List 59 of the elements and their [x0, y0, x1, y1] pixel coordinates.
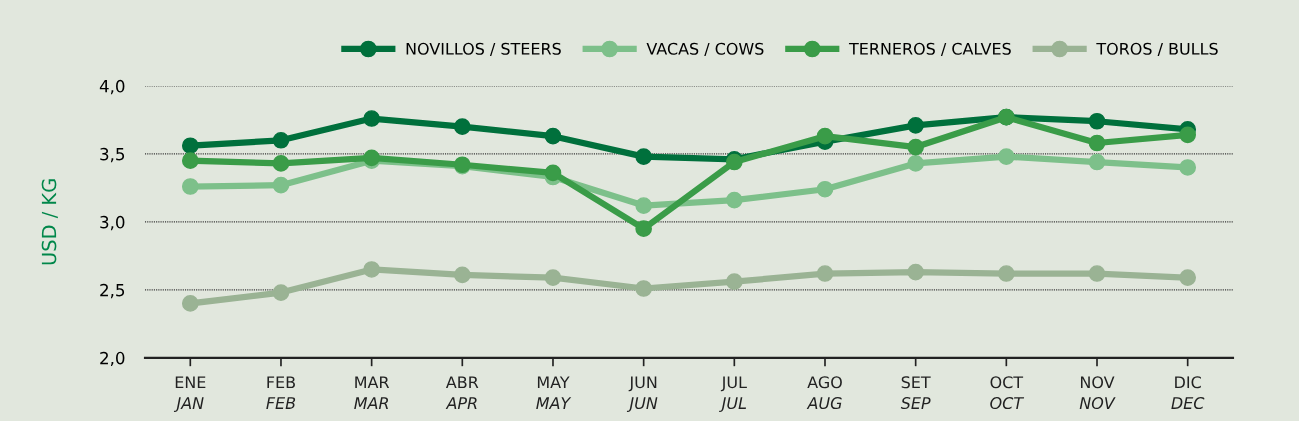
y-axis-title: USD / KG	[41, 179, 58, 265]
x-tick-label: FEB FEB	[266, 376, 296, 409]
y-tick-label: 3,0	[100, 215, 125, 231]
point	[1088, 134, 1106, 152]
point	[998, 265, 1015, 282]
point	[272, 284, 290, 301]
x-tick-label: OCT OCT	[990, 376, 1025, 410]
point	[635, 197, 652, 214]
point	[1088, 112, 1106, 130]
point	[907, 263, 924, 281]
point	[907, 155, 924, 172]
y-tick-label: 2,0	[100, 351, 125, 367]
legend-label: TERNEROS / CALVES	[848, 42, 1011, 57]
point	[1088, 265, 1106, 282]
point	[998, 148, 1015, 165]
legend-label: NOVILLOS / STEERS	[406, 42, 561, 57]
x-tick-label: MAR MAR	[354, 376, 390, 409]
point	[816, 127, 834, 145]
point	[907, 116, 924, 134]
point	[1088, 153, 1106, 171]
x-tick-label: NOV NOV	[1079, 376, 1116, 410]
point	[635, 280, 652, 297]
point	[272, 176, 290, 194]
point	[181, 152, 199, 170]
point	[544, 127, 562, 145]
point	[181, 178, 199, 195]
point	[544, 269, 562, 286]
x-tick-label: AGO AUG	[806, 376, 842, 410]
x-tick-label: JUN JUN	[626, 376, 658, 413]
legend-label: TOROS / BULLS	[1096, 42, 1218, 57]
point	[907, 138, 924, 156]
x-tick-label: DIC DEC	[1171, 376, 1205, 410]
y-tick-label: 2,5	[100, 283, 125, 299]
point	[816, 180, 834, 198]
point	[816, 265, 834, 282]
point	[635, 148, 652, 165]
x-tick-label: ABR APR	[445, 376, 479, 409]
point	[272, 155, 290, 172]
point	[544, 164, 562, 182]
point	[363, 110, 380, 127]
point	[453, 118, 471, 136]
point	[453, 266, 471, 284]
x-tick-label: ENE JAN	[173, 376, 206, 413]
point	[1179, 159, 1197, 176]
point	[181, 137, 199, 155]
y-tick-label: 4,0	[99, 79, 125, 95]
point	[725, 191, 743, 209]
legend-label: VACAS / COWS	[646, 42, 764, 57]
point	[272, 131, 290, 149]
point	[725, 273, 743, 291]
point	[1179, 126, 1197, 144]
point	[363, 261, 380, 278]
point	[181, 295, 199, 312]
y-tick-label: 3,5	[100, 147, 125, 163]
x-tick-label: SET SEP	[900, 376, 931, 410]
x-tick-label: MAY MAY	[536, 376, 572, 409]
point	[1179, 269, 1197, 286]
point	[635, 220, 652, 238]
x-tick-label: JUL JUL	[719, 376, 747, 413]
